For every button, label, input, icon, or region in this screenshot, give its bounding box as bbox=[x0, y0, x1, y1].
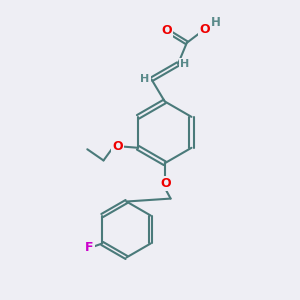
Text: H: H bbox=[180, 59, 189, 69]
Text: F: F bbox=[85, 242, 94, 254]
Text: O: O bbox=[112, 140, 123, 153]
Text: O: O bbox=[162, 24, 172, 37]
Text: O: O bbox=[199, 23, 210, 36]
Text: H: H bbox=[211, 16, 221, 29]
Text: H: H bbox=[140, 74, 150, 84]
Text: O: O bbox=[160, 177, 171, 190]
